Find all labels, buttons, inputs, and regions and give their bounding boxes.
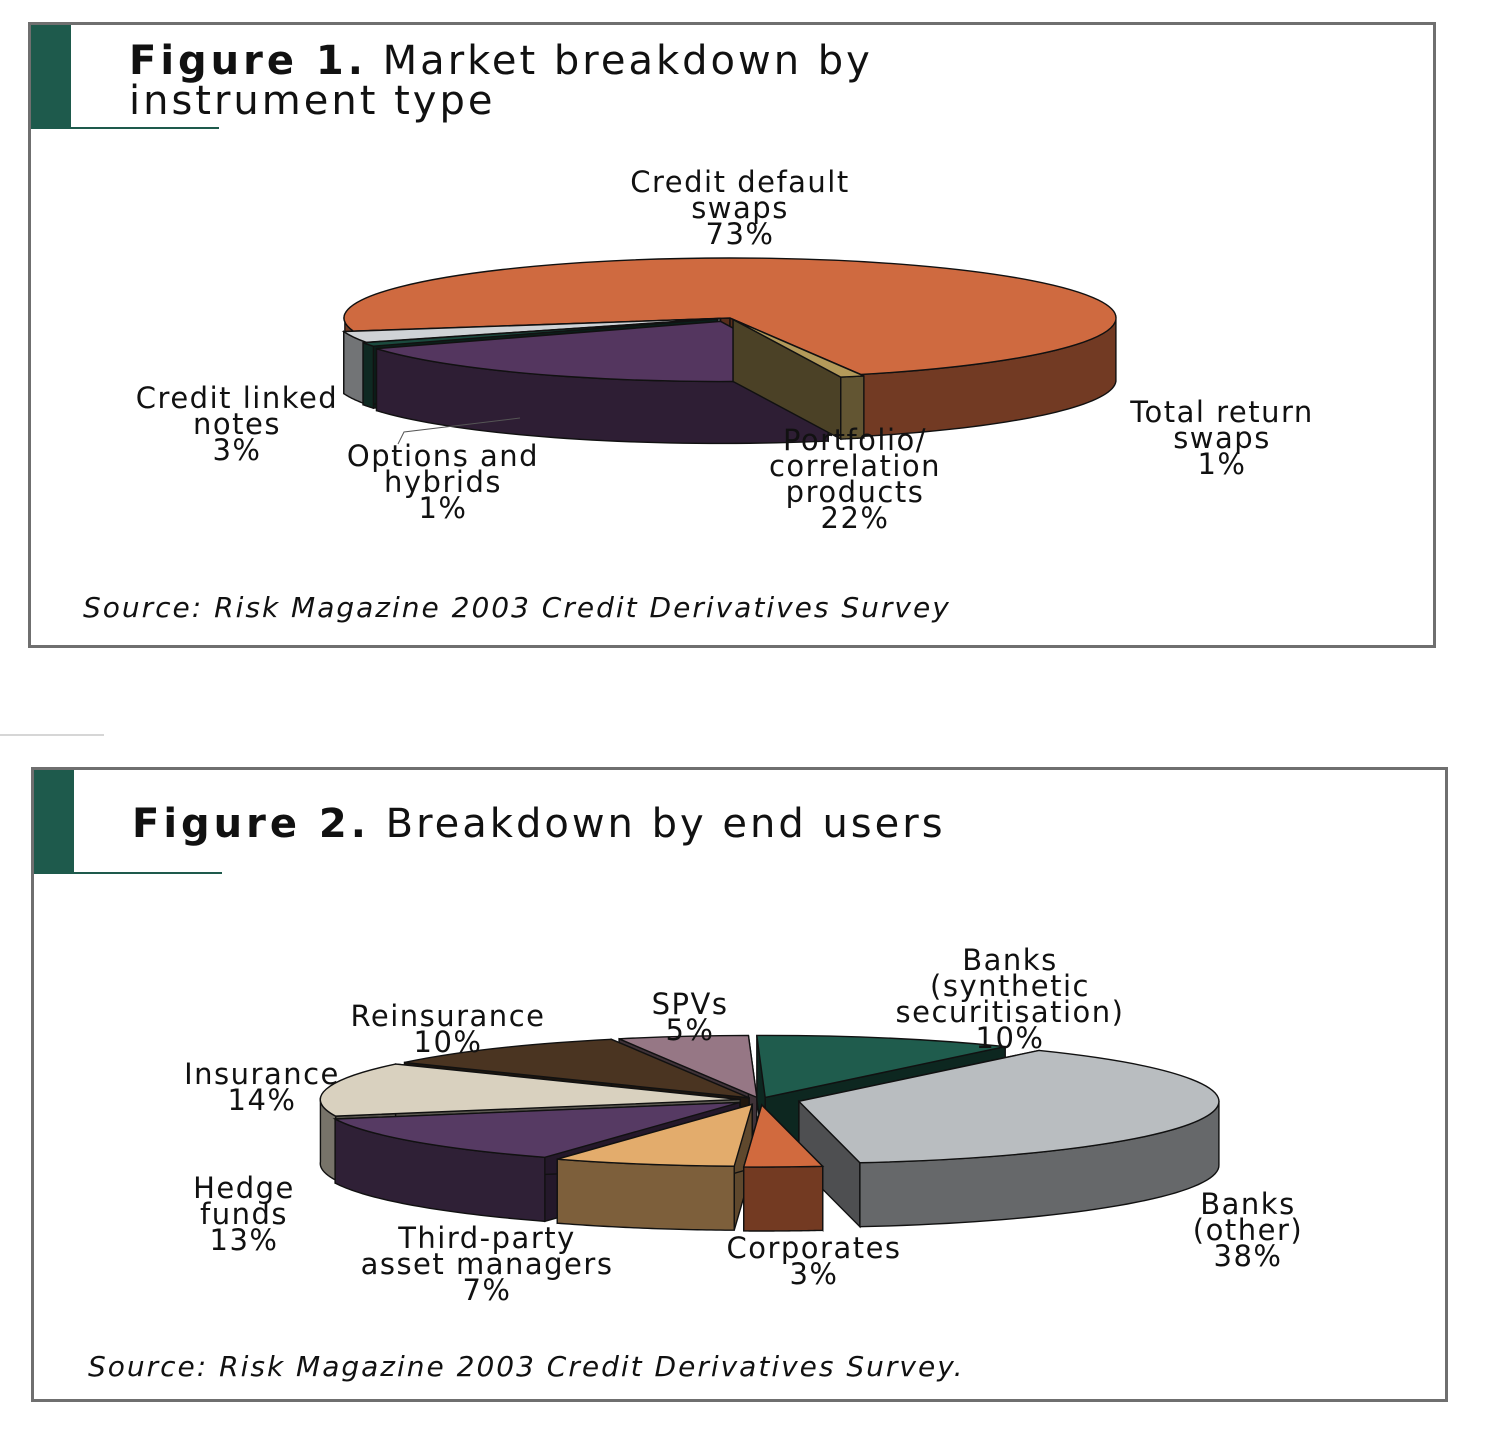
figure-2-pie-label-banks-synthetic-securitisation: Banks (synthetic securitisation) 10% — [896, 943, 1125, 1055]
figure-1-pie-label-credit-default-swaps: Credit default swaps 73% — [630, 165, 849, 251]
figure-2-pie-label-insurance: Insurance 14% — [184, 1057, 340, 1117]
figure-1-pie-label-total-return-swaps: Total return swaps 1% — [1129, 395, 1314, 481]
figure-2-pie-label-third-party-asset-managers: Third-party asset managers 7% — [361, 1221, 614, 1307]
figure-2-pie-slice-third-party-asset-managers — [556, 1103, 754, 1231]
figure-1-pie-slice-total-return-swaps — [732, 318, 865, 441]
figure-2-title: Figure 2. Breakdown by end users — [132, 804, 946, 844]
figure-1-title: Figure 1. Market breakdown by instrument… — [129, 41, 873, 121]
figure-2-pie-group: Banks (synthetic securitisation) 10% Banks (o… — [184, 943, 1303, 1307]
figure-2-pie-label-spvs: SPVs 5% — [652, 987, 729, 1047]
figure-1-title-line2: instrument type — [129, 78, 496, 124]
figure-1-pie-group: Credit default swaps 73% Total return swaps 1… — [136, 165, 1314, 535]
figure-2-label: Figure 2. — [132, 801, 370, 847]
figure-1-accent-bar — [31, 25, 71, 129]
separator-rule — [0, 734, 104, 736]
figure-2-pie-label-hedge-funds: Hedge funds 13% — [193, 1171, 295, 1257]
figure-2-pie-slice-corporates — [742, 1103, 825, 1233]
figure-1-pie-label-credit-linked-notes: Credit linked notes 3% — [136, 381, 338, 467]
figure-1-label: Figure 1. — [129, 38, 367, 84]
figure-2-accent-rule — [34, 872, 222, 874]
figure-1-accent-rule — [31, 127, 219, 129]
figure-1-title-line1: Market breakdown by — [382, 38, 873, 84]
figure-1-pie-label-portfolio-correlation-products: Portfolio/correlation products 22% — [769, 423, 941, 535]
figure-1-pie-leader-credit-linked-notes — [397, 417, 521, 445]
figure-2-pie-label-corporates: Corporates 3% — [726, 1231, 901, 1291]
figure-2-pie-label-banks-other: Banks (other) 38% — [1193, 1187, 1303, 1273]
figure-2-source: Source: Risk Magazine 2003 Credit Deriva… — [88, 1350, 965, 1383]
figure-1-pie-label-options-and-hybrids: Options and hybrids 1% — [347, 439, 539, 525]
figure-2-accent-bar — [34, 770, 74, 874]
figure-1-panel: Figure 1. Market breakdown by instrument… — [28, 22, 1436, 648]
figure-2-title-text: Breakdown by end users — [385, 801, 946, 847]
figure-1-source: Source: Risk Magazine 2003 Credit Deriva… — [83, 591, 951, 624]
figure-2-pie-label-reinsurance: Reinsurance 10% — [351, 999, 546, 1059]
